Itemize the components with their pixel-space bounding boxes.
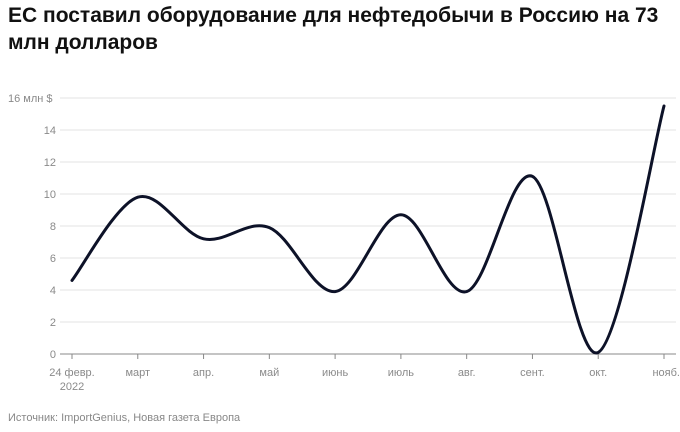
y-tick-label: 16 млн $ [8, 93, 53, 105]
y-tick-label: 14 [44, 125, 56, 137]
y-axis-ticks: 0 2 4 6 8 10 12 14 16 млн $ [8, 93, 56, 361]
series-line [70, 104, 666, 354]
data-points [71, 105, 665, 353]
gridlines [60, 97, 676, 323]
y-tick-label: 8 [50, 221, 56, 233]
y-tick-label: 12 [44, 157, 56, 169]
y-tick-label: 0 [50, 349, 56, 361]
x-tick-label: июнь [322, 367, 348, 379]
line-chart: 0 2 4 6 8 10 12 14 16 млн $ 24 февр. 2022 март апр.… [8, 93, 680, 393]
x-tick-label: авг. [458, 367, 476, 379]
x-tick-label: нояб. [652, 367, 680, 379]
x-tick-label: сент. [520, 367, 545, 379]
x-tick-label: апр. [193, 367, 214, 379]
x-axis-ticks: 24 февр. 2022 март апр. май июнь июль авг. сент.… [49, 354, 680, 393]
y-tick-label: 4 [50, 285, 56, 297]
y-tick-label: 10 [44, 189, 56, 201]
chart-title: ЕС поставил оборудование для нефтедобычи… [8, 4, 659, 54]
x-tick-label: 2022 [60, 381, 84, 393]
source-note: Источник: ImportGenius, Новая газета Евр… [8, 412, 241, 424]
y-tick-label: 2 [50, 317, 56, 329]
x-tick-label: май [259, 367, 279, 379]
x-tick-label: март [125, 367, 150, 379]
x-tick-label: июль [388, 367, 415, 379]
x-tick-label: 24 февр. [49, 367, 94, 379]
y-tick-label: 6 [50, 253, 56, 265]
x-tick-label: окт. [589, 367, 607, 379]
